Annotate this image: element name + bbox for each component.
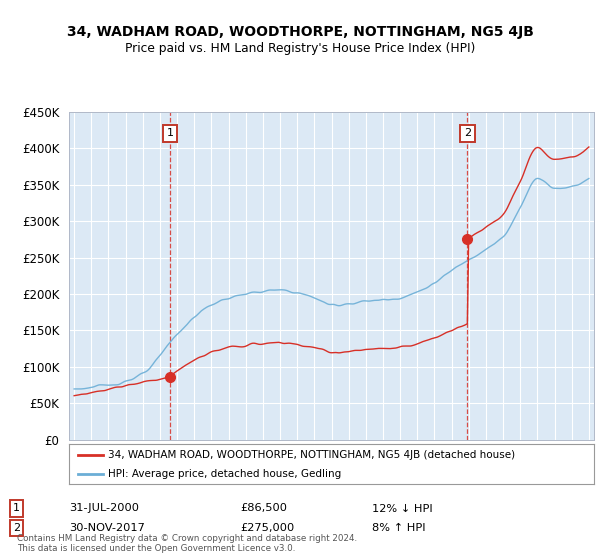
Text: 2: 2	[464, 128, 471, 138]
Text: Contains HM Land Registry data © Crown copyright and database right 2024.
This d: Contains HM Land Registry data © Crown c…	[17, 534, 357, 553]
Text: 31-JUL-2000: 31-JUL-2000	[69, 503, 139, 514]
Text: 30-NOV-2017: 30-NOV-2017	[69, 523, 145, 533]
Text: 1: 1	[166, 128, 173, 138]
Text: 34, WADHAM ROAD, WOODTHORPE, NOTTINGHAM, NG5 4JB (detached house): 34, WADHAM ROAD, WOODTHORPE, NOTTINGHAM,…	[109, 450, 515, 460]
Text: 34, WADHAM ROAD, WOODTHORPE, NOTTINGHAM, NG5 4JB: 34, WADHAM ROAD, WOODTHORPE, NOTTINGHAM,…	[67, 26, 533, 39]
Text: 8% ↑ HPI: 8% ↑ HPI	[372, 523, 425, 533]
Text: HPI: Average price, detached house, Gedling: HPI: Average price, detached house, Gedl…	[109, 469, 341, 478]
Text: Price paid vs. HM Land Registry's House Price Index (HPI): Price paid vs. HM Land Registry's House …	[125, 42, 475, 55]
Text: £275,000: £275,000	[240, 523, 294, 533]
Text: 12% ↓ HPI: 12% ↓ HPI	[372, 503, 433, 514]
Text: £86,500: £86,500	[240, 503, 287, 514]
Text: 1: 1	[13, 503, 20, 514]
Text: 2: 2	[13, 523, 20, 533]
